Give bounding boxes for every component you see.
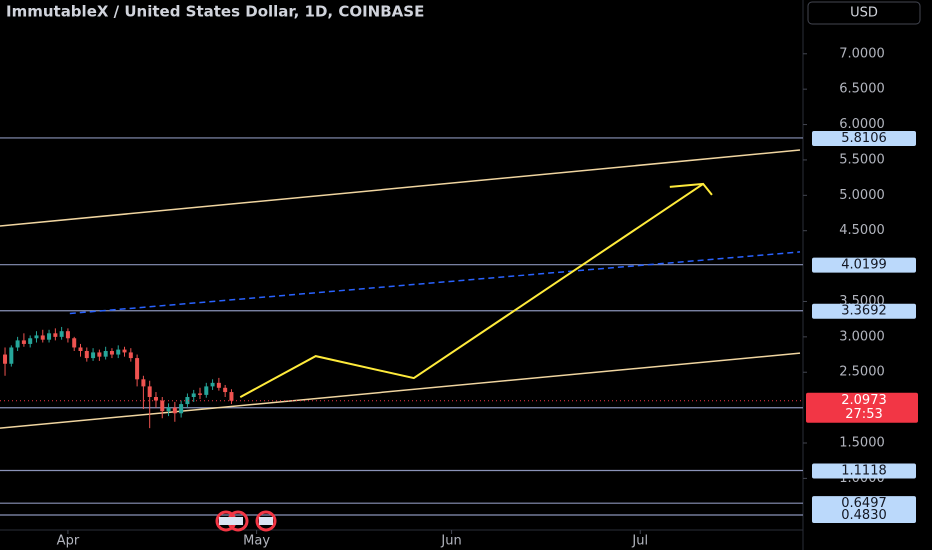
candle-body [166, 407, 171, 412]
candle-body [160, 400, 165, 412]
candle-body [147, 386, 152, 398]
y-tick-label: 2.5000 [839, 365, 885, 380]
y-tick-label: 4.5000 [839, 223, 885, 238]
countdown-label: 27:53 [845, 407, 882, 422]
trend-drawing [0, 149, 801, 227]
y-tick-label: 7.0000 [839, 46, 885, 61]
level-label: 4.0199 [841, 258, 887, 273]
candle-body [34, 335, 39, 339]
trend-drawing [669, 182, 713, 196]
currency-button[interactable] [807, 1, 921, 25]
candle-body [47, 333, 52, 340]
event-flag [219, 517, 243, 525]
candle-body [135, 358, 140, 380]
candle-body [128, 352, 133, 359]
x-tick-label: Apr [57, 534, 80, 549]
level-label: 0.4830 [841, 508, 887, 523]
candle-body [91, 352, 96, 359]
plot-area [0, 137, 803, 516]
candle-body [210, 382, 215, 387]
candle-body [103, 351, 108, 357]
candle-body [40, 335, 45, 340]
last-price-box [806, 392, 918, 423]
level-label: 1.1118 [841, 463, 887, 478]
candle-body [122, 349, 127, 353]
level-label-box [812, 496, 916, 512]
chart-title: ImmutableX / United States Dollar, 1D, C… [6, 3, 424, 21]
candle-body [78, 347, 83, 352]
candle-body [191, 393, 196, 398]
candle-body [198, 393, 202, 395]
candle-body [116, 349, 121, 355]
level-label: 0.6497 [841, 496, 887, 511]
level-label: 3.3692 [841, 304, 887, 319]
level-label: 5.8106 [841, 131, 887, 146]
trend-drawing [69, 251, 801, 315]
event-icon[interactable] [255, 510, 277, 532]
candle-body [216, 382, 221, 388]
candle-body [65, 331, 70, 339]
candle-body [223, 387, 228, 393]
candle-body [84, 351, 89, 359]
currency-label: USD [850, 6, 878, 21]
candle-body [109, 351, 114, 355]
candle-body [172, 407, 177, 414]
candle-body [15, 340, 20, 348]
candle-body [179, 404, 184, 414]
candle-body [153, 397, 158, 401]
level-label-box [812, 130, 916, 146]
candle-body [72, 338, 77, 348]
y-tick-label: 6.0000 [839, 117, 885, 132]
candle-body [28, 338, 33, 344]
candle-body [97, 352, 102, 357]
candle-body [53, 333, 58, 337]
x-tick-label: Jul [631, 534, 648, 549]
trend-drawing [0, 352, 801, 429]
candle-body [185, 397, 190, 405]
x-tick-label: Jun [440, 534, 461, 549]
candle-body [229, 392, 234, 401]
level-label-box [812, 463, 916, 479]
x-tick-label: May [243, 534, 270, 549]
level-label-box [812, 303, 916, 319]
level-label-box [812, 257, 916, 273]
event-flag [259, 517, 273, 525]
y-tick-label: 1.5000 [839, 436, 885, 451]
candle-body [9, 347, 14, 364]
event-icons[interactable] [215, 510, 277, 532]
y-tick-label: 5.0000 [839, 188, 885, 203]
level-label-box [812, 507, 916, 523]
candle-body [21, 340, 26, 344]
y-tick-label: 5.5000 [839, 152, 885, 167]
y-tick-label: 3.0000 [839, 329, 885, 344]
trend-drawing [239, 183, 704, 398]
candle-body [59, 331, 64, 337]
candle-body [204, 386, 209, 395]
last-price-label: 2.0973 [841, 393, 887, 408]
y-tick-label: 6.5000 [839, 82, 885, 97]
candle-body [3, 354, 8, 364]
candle-body [141, 379, 146, 387]
